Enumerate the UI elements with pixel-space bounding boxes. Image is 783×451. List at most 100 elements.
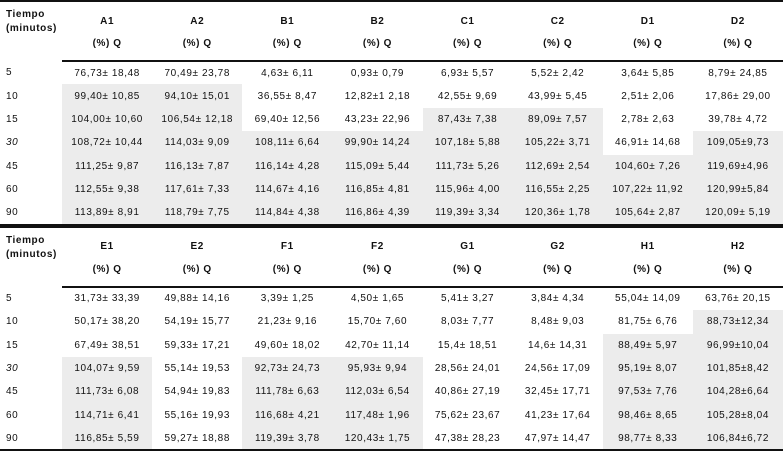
value-cell: 3,39± 1,25	[260, 293, 314, 305]
value-cell: 15,4± 18,51	[437, 339, 498, 351]
time-header-label: Tiempo	[6, 9, 45, 20]
unit-header: (%) Q	[422, 36, 513, 62]
value-cell: 117,48± 1,96	[332, 403, 423, 428]
time-cell: 45	[6, 386, 19, 398]
unit-header: (%) Q	[692, 36, 783, 62]
value-cell: 55,14± 19,53	[164, 363, 230, 375]
formulation-header: G2	[550, 241, 565, 253]
value-cell: 104,60± 7,26	[602, 154, 693, 178]
value-cell: 119,69±4,96	[692, 154, 783, 178]
time-header-label: Tiempo	[6, 234, 45, 246]
table-row: 90 113,89± 8,91 118,79± 7,75 114,84± 4,38 11…	[0, 201, 783, 226]
value-cell: 8,48± 9,03	[531, 316, 585, 328]
value-cell: 46,91± 14,68	[615, 137, 681, 149]
value-cell: 111,78± 6,63	[242, 380, 333, 404]
value-cell: 41,23± 17,64	[524, 409, 591, 421]
time-header-unit: (minutos)	[6, 248, 57, 260]
value-cell: 106,54± 12,18	[152, 107, 243, 132]
table-row: 30 108,72± 10,44 114,03± 9,09 108,11± 6,64 9…	[0, 131, 783, 155]
value-cell: 105,28±8,04	[692, 403, 783, 428]
value-cell: 54,19± 15,77	[164, 316, 230, 328]
table-row: 45 111,25± 9,87 116,13± 7,87 116,14± 4,28 11…	[0, 154, 783, 178]
dissolution-table-1: Tiempo (minutos) A1 A2 B1 B2 C1 C2 D1 D2 (%) Q (%) …	[0, 1, 783, 226]
value-cell: 81,75± 6,76	[618, 316, 678, 328]
value-cell: 3,64± 5,85	[621, 67, 675, 79]
value-cell: 114,67± 4,16	[242, 177, 333, 202]
value-cell: 2,78± 2,63	[621, 113, 675, 125]
unit-header: (%) Q	[512, 36, 603, 62]
value-cell: 76,73± 18,48	[74, 67, 140, 79]
value-cell: 120,43± 1,75	[332, 427, 423, 451]
value-cell: 69,40± 12,56	[254, 113, 321, 125]
value-cell: 116,85± 4,81	[332, 177, 423, 202]
time-cell: 10	[6, 90, 19, 102]
value-cell: 59,33± 17,21	[164, 339, 230, 351]
value-cell: 105,64± 2,87	[602, 201, 693, 226]
unit-header: (%) Q	[692, 261, 783, 288]
value-cell: 98,46± 8,65	[602, 403, 693, 428]
table-row: 5 76,73± 18,48 70,49± 23,78 4,63± 6,11 0,93±…	[0, 61, 783, 84]
value-cell: 0,93± 0,79	[350, 67, 405, 79]
value-cell: 67,49± 38,51	[74, 339, 140, 351]
time-column-header: Tiempo (minutos)	[0, 227, 62, 287]
unit-header: (%) Q	[602, 36, 693, 62]
unit-header: (%) Q	[62, 36, 153, 62]
value-cell: 39,78± 4,72	[708, 113, 768, 125]
formulation-header: E2	[190, 241, 204, 253]
value-cell: 115,96± 4,00	[422, 177, 513, 202]
value-cell: 104,00± 10,60	[62, 107, 153, 132]
time-column-header: Tiempo (minutos)	[0, 1, 62, 61]
value-cell: 32,45± 17,71	[524, 386, 591, 398]
table-row: 5 31,73± 33,39 49,88± 14,16 3,39± 1,25 4,50±…	[0, 287, 783, 310]
value-cell: 36,55± 8,47	[257, 90, 318, 102]
value-cell: 15,70± 7,60	[347, 316, 408, 328]
value-cell: 107,18± 5,88	[422, 131, 513, 155]
value-cell: 55,16± 19,93	[164, 409, 230, 421]
value-cell: 120,09± 5,19	[692, 201, 783, 226]
time-cell: 60	[6, 409, 19, 421]
value-cell: 95,19± 8,07	[602, 356, 693, 381]
formulation-header: E1	[100, 241, 114, 253]
value-cell: 3,84± 4,34	[531, 293, 585, 305]
value-cell: 108,11± 6,64	[242, 131, 333, 155]
value-cell: 112,69± 2,54	[512, 154, 603, 178]
table-row: 15 104,00± 10,60 106,54± 12,18 69,40± 12,56…	[0, 107, 783, 132]
table-row: 30 104,07± 9,59 55,14± 19,53 92,73± 24,73 95…	[0, 356, 783, 381]
formulation-header: F2	[371, 241, 384, 253]
value-cell: 115,09± 5,44	[332, 154, 423, 178]
value-cell: 88,49± 5,97	[602, 333, 693, 357]
formulation-header: A2	[190, 15, 205, 27]
value-cell: 106,84±6,72	[692, 427, 783, 451]
unit-header: (%) Q	[242, 261, 333, 288]
table-row: 15 67,49± 38,51 59,33± 17,21 49,60± 18,02 42…	[0, 333, 783, 357]
value-cell: 87,43± 7,38	[422, 107, 513, 132]
unit-header: (%) Q	[332, 36, 423, 62]
value-cell: 112,55± 9,38	[62, 177, 153, 202]
formulation-header: B2	[370, 15, 385, 27]
formulation-header: H2	[730, 241, 745, 253]
value-cell: 111,25± 9,87	[62, 154, 153, 178]
formulation-header: C2	[550, 15, 565, 27]
value-cell: 105,22± 3,71	[512, 131, 603, 155]
unit-header: (%) Q	[62, 261, 153, 288]
value-cell: 99,90± 14,24	[332, 131, 423, 155]
formulation-header: A1	[100, 15, 115, 27]
value-cell: 88,73±12,34	[692, 310, 783, 334]
value-cell: 96,99±10,04	[692, 333, 783, 357]
value-cell: 55,04± 14,09	[615, 293, 681, 305]
time-cell: 5	[6, 67, 13, 79]
value-cell: 116,13± 7,87	[152, 154, 243, 178]
formulation-header: G1	[460, 241, 475, 253]
value-cell: 5,41± 3,27	[440, 293, 495, 305]
value-cell: 2,51± 2,06	[621, 90, 675, 102]
value-cell: 21,23± 9,16	[257, 316, 318, 328]
unit-header: (%) Q	[422, 261, 513, 288]
value-cell: 109,05±9,73	[692, 131, 783, 155]
value-cell: 101,85±8,42	[692, 356, 783, 381]
value-cell: 94,10± 15,01	[152, 84, 243, 108]
formulation-header: C1	[460, 15, 475, 27]
value-cell: 108,72± 10,44	[62, 131, 153, 155]
value-cell: 120,99±5,84	[692, 177, 783, 202]
value-cell: 107,22± 11,92	[602, 177, 693, 202]
